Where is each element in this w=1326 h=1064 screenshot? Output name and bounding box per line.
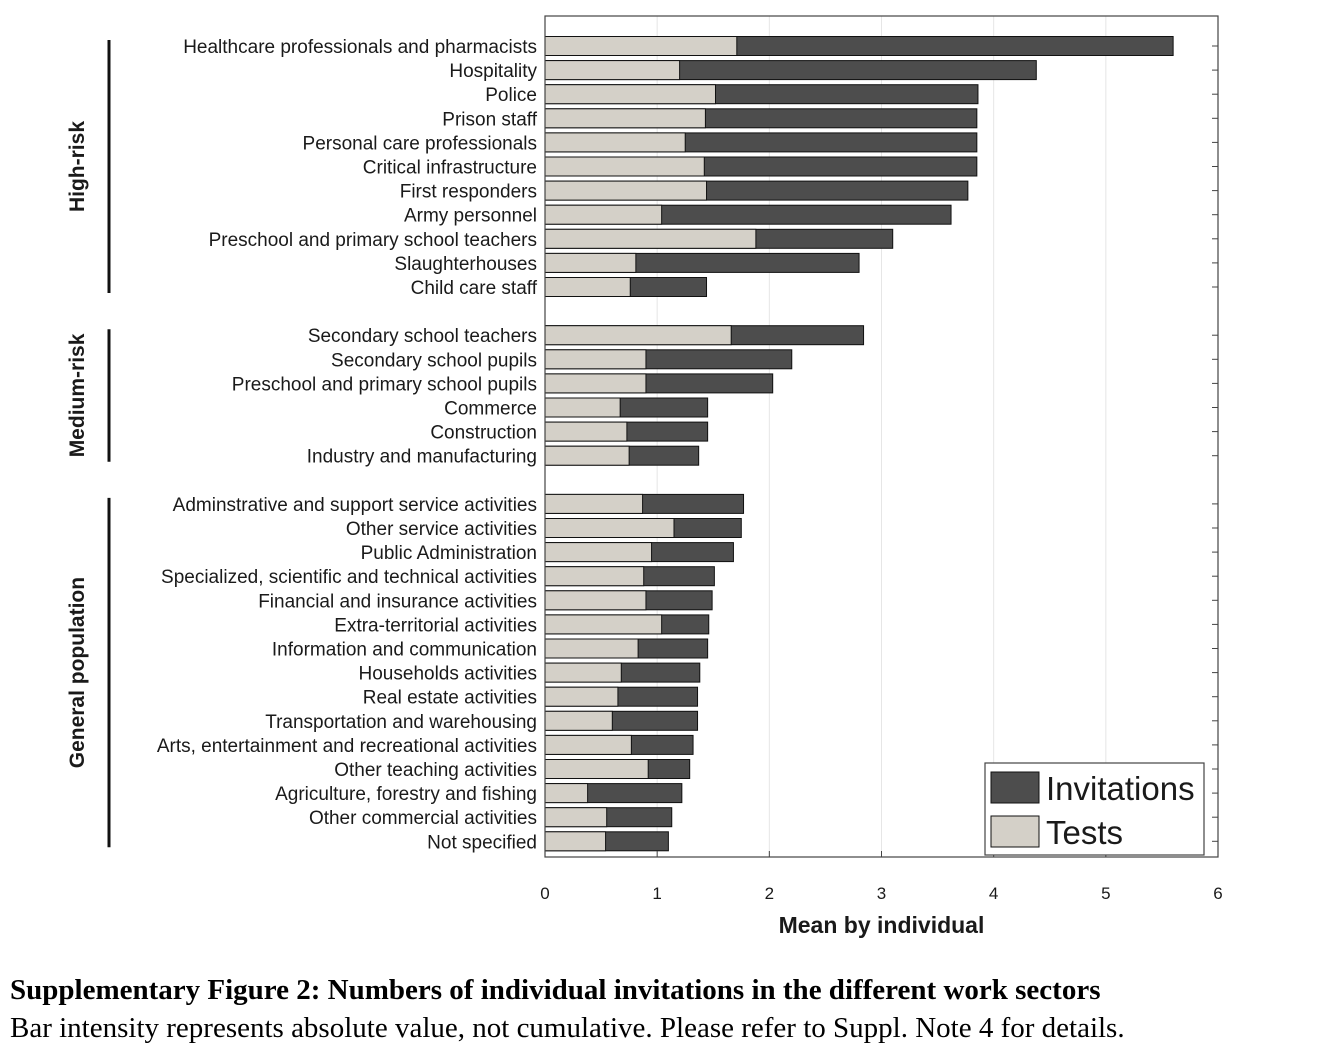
category-label: Industry and manufacturing	[307, 447, 537, 468]
legend-label-tests: Tests	[1046, 814, 1123, 851]
group-brackets: High-risk Medium-risk General population	[66, 40, 111, 848]
category-label: Personal care professionals	[303, 133, 537, 154]
x-tick-label: 0	[540, 884, 549, 903]
category-label: Extra-territorial activities	[334, 615, 537, 636]
bar-tests-households-activities	[544, 662, 622, 683]
x-tick-label: 2	[765, 884, 774, 903]
x-axis-title: Mean by individual	[779, 912, 985, 938]
category-label: Secondary school teachers	[308, 326, 537, 347]
bar-tests-industry-and-manufacturing	[544, 445, 630, 466]
category-label: Information and communication	[272, 640, 537, 661]
category-label: Police	[485, 85, 537, 106]
bar-tests-information-and-communication	[544, 638, 639, 659]
bar-tests-hospitality	[544, 60, 681, 81]
bar-tests-secondary-school-pupils	[544, 349, 647, 370]
category-label: Other commercial activities	[309, 808, 537, 829]
bar-tests-slaughterhouses	[544, 252, 637, 273]
bar-tests-preschool-and-primary-school-teachers	[544, 228, 757, 249]
category-label: Other service activities	[346, 519, 537, 540]
bar-tests-first-responders	[544, 180, 708, 201]
axis-ticks: 0 1 2 3 4 5 6	[540, 45, 1223, 903]
category-label: Preschool and primary school pupils	[232, 374, 537, 395]
category-label: Construction	[430, 423, 537, 444]
category-label: Commerce	[444, 399, 537, 420]
category-label: Other teaching activities	[334, 760, 537, 781]
category-labels: Healthcare professionals and pharmacists…	[157, 37, 538, 853]
category-label: Army personnel	[404, 206, 537, 227]
bars	[544, 36, 1174, 852]
bar-tests-specialized-scientific-and-technical-activities	[544, 566, 645, 587]
bar-tests-not-specified	[544, 831, 607, 852]
group-label-general-population: General population	[66, 577, 89, 768]
bar-tests-construction	[544, 421, 628, 442]
bar-tests-police	[544, 84, 716, 105]
category-label: Adminstrative and support service activi…	[173, 495, 537, 516]
figure-caption-title: Supplementary Figure 2: Numbers of indiv…	[10, 974, 1101, 1006]
bar-tests-healthcare-professionals-and-pharmacists	[544, 36, 738, 56]
bar-tests-other-service-activities	[544, 518, 675, 538]
category-label: Healthcare professionals and pharmacists	[183, 37, 537, 58]
category-label: Public Administration	[361, 543, 537, 564]
bar-chart: 0 1 2 3 4 5 6 Healthcare professionals and pha…	[66, 15, 1223, 938]
group-label-medium-risk: Medium-risk	[66, 333, 89, 457]
category-label: Specialized, scientific and technical ac…	[161, 567, 537, 588]
category-label: First responders	[400, 182, 537, 203]
category-label: Secondary school pupils	[331, 350, 537, 371]
category-label: Prison staff	[442, 109, 537, 130]
bar-tests-commerce	[544, 397, 621, 418]
legend-label-invitations: Invitations	[1046, 770, 1195, 807]
bar-tests-prison-staff	[544, 108, 706, 129]
bar-tests-extra-territorial-activities	[544, 614, 663, 635]
legend-swatch-invitations	[990, 771, 1040, 804]
bar-tests-critical-infrastructure	[544, 156, 705, 177]
figure-caption-text: Bar intensity represents absolute value,…	[10, 1012, 1125, 1044]
category-label: Financial and insurance activities	[258, 591, 537, 612]
legend: Invitations Tests	[984, 762, 1205, 856]
category-label: Critical infrastructure	[363, 158, 537, 179]
x-tick-label: 5	[1101, 884, 1110, 903]
group-label-high-risk: High-risk	[66, 121, 89, 212]
bar-tests-public-administration	[544, 542, 653, 563]
category-label: Not specified	[427, 832, 537, 853]
x-tick-label: 1	[652, 884, 661, 903]
bar-tests-other-teaching-activities	[544, 759, 649, 779]
bar-tests-agriculture-forestry-and-fishing	[544, 783, 589, 804]
category-label: Real estate activities	[363, 688, 537, 709]
category-label: Households activities	[359, 664, 537, 685]
bar-tests-personal-care-professionals	[544, 132, 686, 153]
category-label: Hospitality	[449, 61, 537, 82]
bar-tests-financial-and-insurance-activities	[544, 590, 647, 611]
category-label: Arts, entertainment and recreational act…	[157, 736, 537, 757]
bar-tests-army-personnel	[544, 204, 663, 225]
category-label: Transportation and warehousing	[265, 712, 537, 733]
category-label: Preschool and primary school teachers	[209, 230, 537, 251]
x-tick-label: 3	[877, 884, 886, 903]
bar-tests-real-estate-activities	[544, 686, 619, 707]
x-tick-label: 6	[1213, 884, 1222, 903]
bar-tests-transportation-and-warehousing	[544, 710, 613, 731]
bar-tests-child-care-staff	[544, 277, 631, 297]
legend-swatch-tests	[990, 815, 1040, 848]
bar-tests-adminstrative-and-support-service-activities	[544, 493, 644, 514]
bar-tests-preschool-and-primary-school-pupils	[544, 373, 647, 394]
category-label: Agriculture, forestry and fishing	[275, 784, 537, 805]
x-tick-label: 4	[989, 884, 998, 903]
bar-tests-secondary-school-teachers	[544, 325, 732, 346]
category-label: Slaughterhouses	[394, 254, 537, 275]
bar-tests-arts-entertainment-and-recreational-activities	[544, 734, 632, 755]
bar-tests-other-commercial-activities	[544, 807, 608, 828]
category-label: Child care staff	[411, 278, 538, 299]
